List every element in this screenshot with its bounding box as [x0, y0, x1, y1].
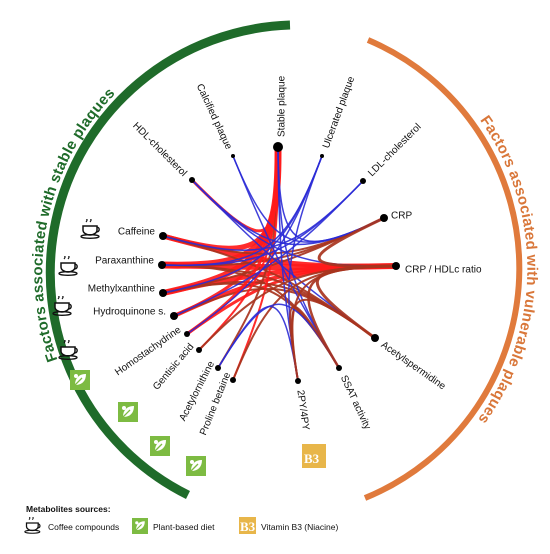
chord-links: [158, 143, 399, 382]
chord-acetylspermidine-py: [290, 298, 376, 382]
stable-group-arc: [45, 20, 291, 500]
node-markers: [158, 142, 400, 384]
legend-b3-label: Vitamin B3 (Niacine): [261, 522, 338, 532]
node-dot-stable: [273, 142, 283, 152]
chord-homostachydrine-ulcerated: [186, 155, 323, 335]
chord-hydroquinone-ldl: [173, 180, 364, 317]
stable-group-title: Factors associated with stable plaques: [29, 85, 118, 364]
node-label-methylxanthine: Methylxanthine: [88, 284, 156, 295]
node-dot-gentisic: [196, 347, 202, 353]
vitamin-b3-icon-py: [302, 444, 326, 468]
chord-proline-crphdl: [232, 265, 397, 381]
node-dot-py: [295, 378, 301, 384]
node-dot-methylxanthine: [159, 289, 167, 297]
legend-title: Metabolites sources:: [26, 504, 111, 514]
chord-acetylornithine-py: [217, 305, 299, 382]
legend: Metabolites sources: Coffee compounds Pl…: [24, 504, 338, 534]
node-dot-hydroquinone: [170, 312, 178, 320]
vulnerable-group-title: Factors associated with vulnerable plaqu…: [475, 113, 541, 428]
node-label-ldl: LDL-cholesterol: [366, 122, 423, 179]
node-label-ulcerated: Ulcerated plaque: [321, 75, 357, 150]
vitamin-b3-icon-text-py: B3: [304, 451, 320, 466]
node-label-acetylspermidine: Acetylspermidine: [379, 340, 448, 393]
plant-leaf-icon-proline: [186, 456, 206, 476]
chord-stable-ssat: [277, 146, 340, 369]
coffee-cup-icon-paraxanthine: [58, 256, 78, 276]
node-label-hydroquinone: Hydroquinone s.: [93, 307, 166, 318]
chord-crphdl-ssat: [307, 264, 398, 370]
coffee-cup-icon-caffeine: [80, 219, 100, 239]
node-dot-ssat: [336, 365, 342, 371]
chord-py-ssat: [289, 305, 340, 382]
plant-leaf-icon-acetylornithine: [150, 436, 170, 456]
plant-leaf-icon-gentisic: [118, 402, 138, 422]
node-label-ssat: SSAT activity: [338, 374, 373, 432]
plant-leaf-icon-homostachydrine: [70, 370, 90, 390]
vulnerable-group-arc: [363, 37, 523, 501]
node-dot-acetylspermidine: [371, 334, 379, 342]
legend-plant-icon: [132, 518, 148, 534]
node-label-py: 2PY/4PY: [294, 389, 311, 431]
node-label-crphdl: CRP / HDLc ratio: [405, 265, 482, 276]
node-label-calcified: Calcified plaque: [194, 82, 234, 152]
node-dot-calcified: [231, 154, 235, 158]
legend-b3-icon-text: B3: [240, 519, 256, 534]
node-dot-ldl: [360, 178, 366, 184]
node-dot-homostachydrine: [184, 331, 190, 337]
chord-crphdl-acetylspermidine: [315, 264, 398, 340]
legend-plant-label: Plant-based diet: [153, 522, 215, 532]
node-label-caffeine: Caffeine: [118, 227, 156, 238]
node-label-crp: CRP: [391, 211, 412, 222]
node-dot-paraxanthine: [158, 261, 166, 269]
node-icons: B3: [52, 219, 326, 476]
legend-b3-icon: [239, 517, 256, 534]
node-dot-proline: [230, 377, 236, 383]
node-dot-caffeine: [159, 232, 167, 240]
node-label-stable: Stable plaque: [277, 75, 288, 137]
node-dot-crphdl: [392, 262, 400, 270]
chord-hdl-acetylspermidine: [191, 179, 376, 339]
node-dot-ulcerated: [320, 154, 324, 158]
node-dot-acetylornithine: [215, 365, 221, 371]
legend-coffee-icon: [24, 517, 41, 534]
node-dot-hdl: [189, 177, 195, 183]
node-dot-crp: [380, 214, 388, 222]
node-label-paraxanthine: Paraxanthine: [95, 256, 154, 267]
legend-coffee-label: Coffee compounds: [48, 522, 119, 532]
node-label-hdl: HDL-cholesterol: [130, 121, 188, 179]
